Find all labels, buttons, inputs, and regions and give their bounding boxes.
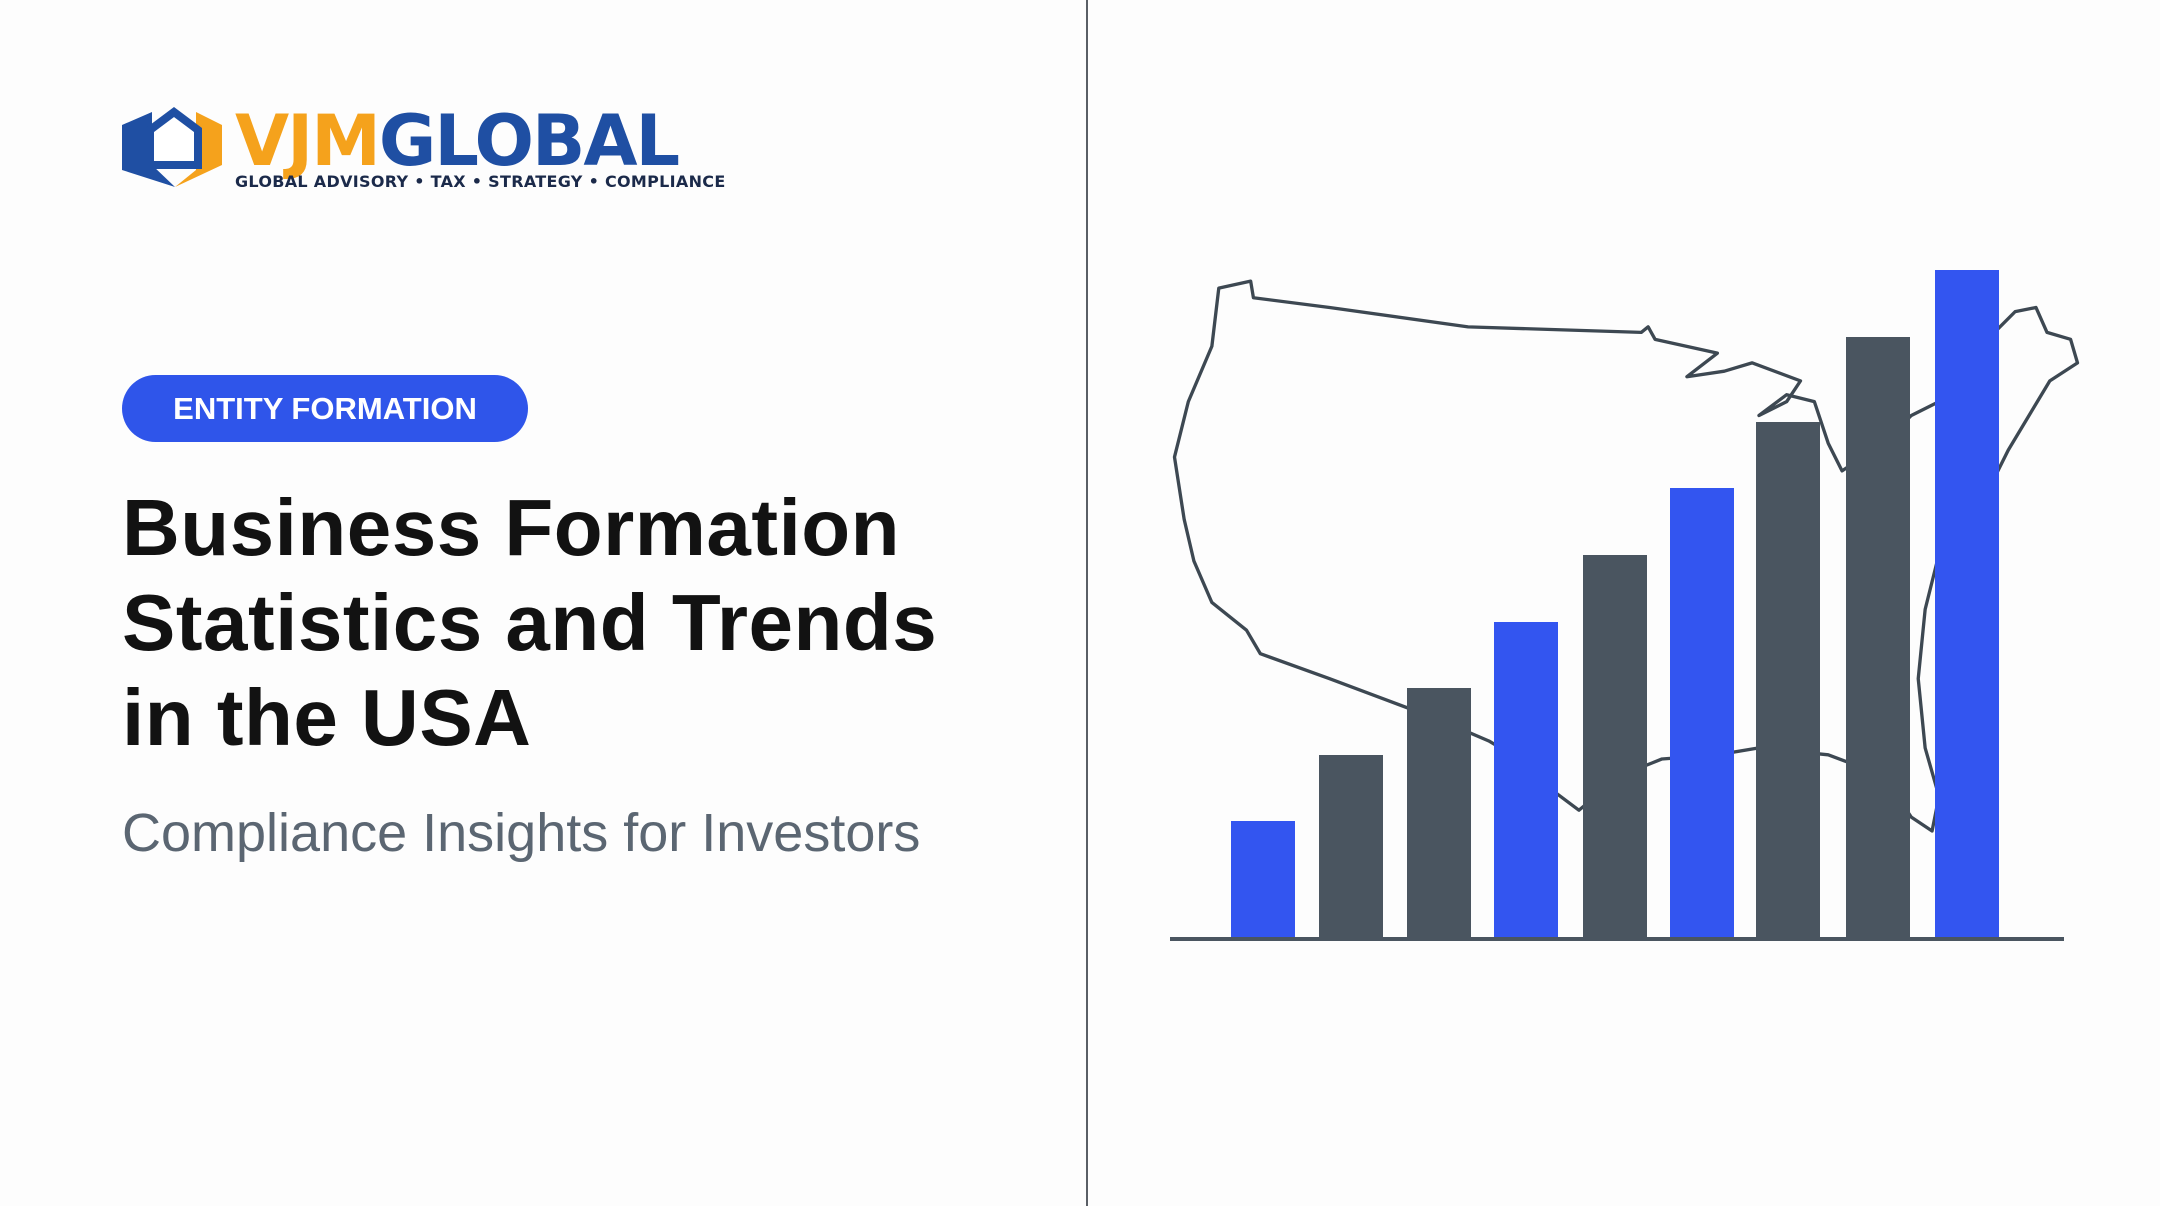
bar [1846,337,1910,939]
bar [1407,688,1471,939]
bar [1935,270,1999,939]
map-outline [1172,279,2080,833]
logo-tagline: GLOBAL ADVISORY • TAX • STRATEGY • COMPL… [235,172,726,191]
subtitle: Compliance Insights for Investors [122,803,921,863]
logo-wordmark: VJMGLOBAL [235,100,680,182]
bar [1583,555,1647,939]
bar [1494,622,1558,939]
logo-text: GLOBAL [378,100,680,182]
category-badge: ENTITY FORMATION [122,375,528,442]
title-line: Statistics and Trends [122,578,938,667]
bar [1670,488,1734,939]
bar [1756,422,1820,939]
bar [1231,821,1295,939]
logo-icon-house [146,107,202,169]
usa-map [1172,279,2080,833]
title-line: Business Formation [122,483,901,572]
bar [1319,755,1383,939]
logo-text: VJM [235,100,381,182]
title-line: in the USA [122,673,532,762]
